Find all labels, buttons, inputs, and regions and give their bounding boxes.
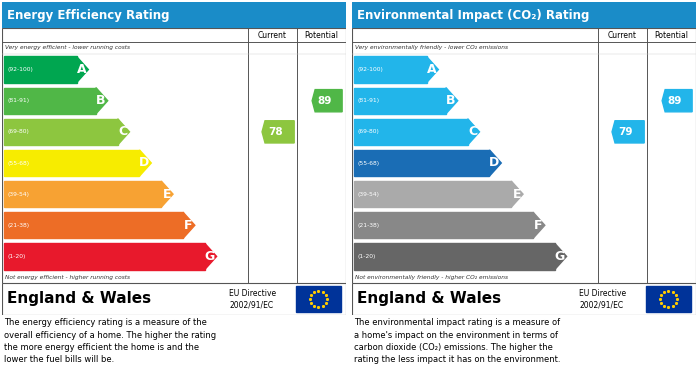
- Text: C: C: [118, 126, 127, 138]
- Text: (69-80): (69-80): [7, 129, 29, 135]
- Polygon shape: [312, 90, 342, 112]
- Polygon shape: [262, 121, 294, 143]
- Bar: [4, 150, 139, 176]
- Text: G: G: [204, 250, 215, 263]
- Text: EU Directive: EU Directive: [579, 289, 626, 298]
- Polygon shape: [183, 212, 195, 239]
- Polygon shape: [426, 56, 438, 83]
- Polygon shape: [511, 181, 523, 207]
- Text: Not environmentally friendly - higher CO₂ emissions: Not environmentally friendly - higher CO…: [355, 275, 508, 280]
- Text: (1-20): (1-20): [357, 254, 375, 259]
- Text: (39-54): (39-54): [7, 192, 29, 197]
- Polygon shape: [489, 150, 501, 176]
- Text: A: A: [77, 63, 86, 76]
- Polygon shape: [555, 243, 566, 269]
- Polygon shape: [76, 56, 88, 83]
- Text: D: D: [489, 156, 499, 170]
- Text: (92-100): (92-100): [357, 67, 383, 72]
- Text: Not energy efficient - higher running costs: Not energy efficient - higher running co…: [5, 275, 130, 280]
- Text: EU Directive: EU Directive: [229, 289, 276, 298]
- Text: Very environmentally friendly - lower CO₂ emissions: Very environmentally friendly - lower CO…: [355, 45, 508, 50]
- Bar: [4, 212, 183, 239]
- Bar: [4, 56, 76, 83]
- Text: A: A: [427, 63, 436, 76]
- Text: (81-91): (81-91): [7, 98, 29, 103]
- Text: Potential: Potential: [304, 30, 339, 39]
- Polygon shape: [612, 121, 644, 143]
- Text: 89: 89: [317, 96, 332, 106]
- Polygon shape: [205, 243, 216, 269]
- Text: Environmental Impact (CO₂) Rating: Environmental Impact (CO₂) Rating: [357, 9, 589, 22]
- Text: G: G: [554, 250, 565, 263]
- Text: (55-68): (55-68): [357, 160, 379, 165]
- Text: (92-100): (92-100): [7, 67, 33, 72]
- Text: England & Wales: England & Wales: [357, 292, 501, 307]
- Text: F: F: [534, 219, 542, 232]
- Polygon shape: [468, 119, 480, 145]
- Text: 79: 79: [618, 127, 633, 137]
- Text: 89: 89: [667, 96, 682, 106]
- Bar: [354, 56, 426, 83]
- Text: B: B: [96, 94, 106, 107]
- Bar: [296, 286, 341, 312]
- Text: The energy efficiency rating is a measure of the
overall efficiency of a home. T: The energy efficiency rating is a measur…: [4, 318, 216, 364]
- Polygon shape: [533, 212, 545, 239]
- Text: England & Wales: England & Wales: [7, 292, 151, 307]
- Text: 78: 78: [268, 127, 283, 137]
- Text: 2002/91/EC: 2002/91/EC: [229, 300, 273, 309]
- Bar: [354, 119, 468, 145]
- Text: E: E: [512, 188, 521, 201]
- Text: (55-68): (55-68): [7, 160, 29, 165]
- Polygon shape: [446, 88, 458, 114]
- Bar: [4, 119, 118, 145]
- Text: (81-91): (81-91): [357, 98, 379, 103]
- Bar: [354, 88, 446, 114]
- Bar: [4, 243, 205, 269]
- Text: Very energy efficient - lower running costs: Very energy efficient - lower running co…: [5, 45, 130, 50]
- Text: B: B: [446, 94, 456, 107]
- Text: E: E: [162, 188, 171, 201]
- Text: F: F: [184, 219, 192, 232]
- Bar: [354, 212, 533, 239]
- Polygon shape: [96, 88, 108, 114]
- Polygon shape: [139, 150, 151, 176]
- Text: Energy Efficiency Rating: Energy Efficiency Rating: [7, 9, 169, 22]
- Polygon shape: [161, 181, 173, 207]
- Bar: [354, 150, 489, 176]
- Bar: [4, 181, 161, 207]
- Text: The environmental impact rating is a measure of
a home's impact on the environme: The environmental impact rating is a mea…: [354, 318, 561, 364]
- Bar: [354, 181, 511, 207]
- Bar: [4, 88, 96, 114]
- Text: 2002/91/EC: 2002/91/EC: [579, 300, 623, 309]
- Polygon shape: [662, 90, 692, 112]
- Text: Current: Current: [258, 30, 287, 39]
- Bar: [354, 243, 555, 269]
- Text: (1-20): (1-20): [7, 254, 25, 259]
- Text: Current: Current: [608, 30, 637, 39]
- Text: (69-80): (69-80): [357, 129, 379, 135]
- Bar: [646, 286, 691, 312]
- Polygon shape: [118, 119, 130, 145]
- Text: (39-54): (39-54): [357, 192, 379, 197]
- Text: (21-38): (21-38): [7, 223, 29, 228]
- Text: C: C: [468, 126, 477, 138]
- Text: Potential: Potential: [654, 30, 689, 39]
- Text: (21-38): (21-38): [357, 223, 379, 228]
- Text: D: D: [139, 156, 149, 170]
